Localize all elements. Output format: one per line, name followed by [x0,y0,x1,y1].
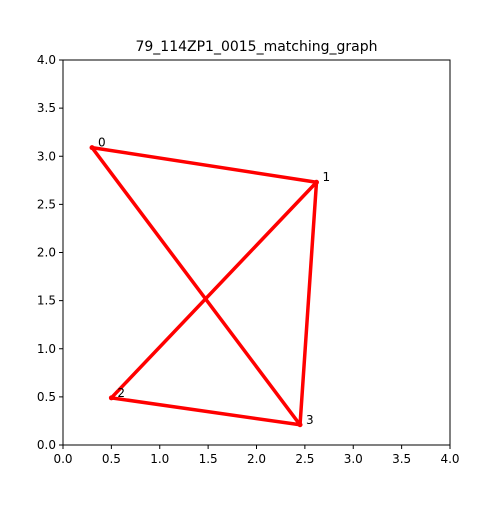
nodes-layer: 0 1 2 3 [89,136,330,428]
y-tick-label: 1.0 [37,342,56,356]
node-2-point [108,395,114,401]
node-2-label: 2 [117,386,125,400]
edge-0-3 [90,145,302,427]
x-tick-label: 0.5 [102,452,121,466]
x-tick-label: 1.0 [150,452,169,466]
chart-title: 79_114ZP1_0015_matching_graph [135,39,377,55]
y-tick-label: 0.5 [37,390,56,404]
axes-layer: 0.0 0.5 1.0 1.5 2.0 2.5 3.0 3.5 4.0 0.0 0.5 1.0 1.5 2… [37,53,460,466]
edges-layer [90,145,319,427]
y-tick-label: 1.5 [37,294,56,308]
edge-0-1 [90,145,319,184]
x-tick-label: 0.0 [53,452,72,466]
node-3-point [297,422,303,428]
y-tick-label: 4.0 [37,53,56,67]
node-1-label: 1 [322,170,330,184]
x-tick-label: 2.0 [247,452,266,466]
node-3-label: 3 [306,413,314,427]
edge-2-3 [109,396,302,427]
y-tick-label: 2.0 [37,246,56,260]
edge-1-3 [298,180,319,427]
node-0-point [89,145,95,151]
x-tick-label: 4.0 [440,452,459,466]
x-tick-label: 3.0 [344,452,363,466]
y-tick-label: 2.5 [37,197,56,211]
y-tick-label: 3.5 [37,101,56,115]
node-0-label: 0 [98,136,106,150]
node-1-point [313,179,319,185]
x-tick-label: 1.5 [199,452,218,466]
edge-1-2 [109,180,319,400]
y-tick-label: 0.0 [37,438,56,452]
x-tick-label: 3.5 [392,452,411,466]
x-tick-label: 2.5 [295,452,314,466]
y-tick-label: 3.0 [37,149,56,163]
